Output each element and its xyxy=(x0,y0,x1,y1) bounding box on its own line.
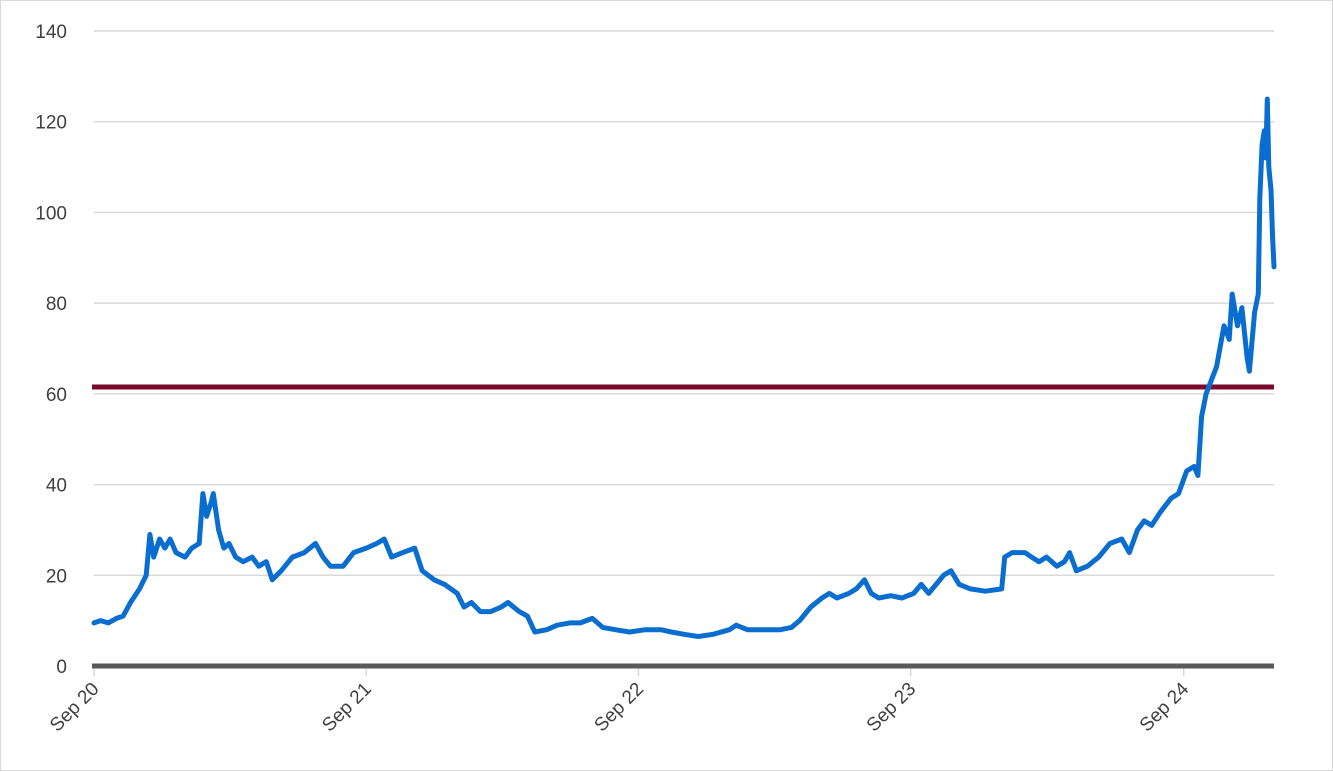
y-tick-label: 140 xyxy=(35,22,67,43)
y-tick-label: 100 xyxy=(35,203,67,224)
reference-lines xyxy=(92,384,1274,669)
x-tick-label: Sep 24 xyxy=(1136,678,1194,736)
y-tick-label: 80 xyxy=(46,294,67,315)
y-tick-label: 0 xyxy=(56,657,67,678)
y-tick-label: 20 xyxy=(46,566,67,587)
series-line xyxy=(91,96,1277,639)
x-tick-label: Sep 20 xyxy=(46,679,103,736)
x-tick-label: Sep 22 xyxy=(591,679,648,736)
x-axis-ticks: Sep 20 Sep 21 Sep 22 Sep 23 Sep 24 xyxy=(46,666,1194,736)
y-tick-label: 60 xyxy=(46,385,67,406)
series-layer xyxy=(91,96,1277,639)
y-tick-label: 120 xyxy=(35,113,67,134)
gridlines xyxy=(94,30,1274,577)
y-tick-label: 40 xyxy=(46,476,67,497)
x-tick-label: Sep 21 xyxy=(318,679,375,736)
y-axis-ticks: 0 20 40 60 80 100 120 140 xyxy=(35,22,67,678)
x-tick-label: Sep 23 xyxy=(863,679,920,736)
